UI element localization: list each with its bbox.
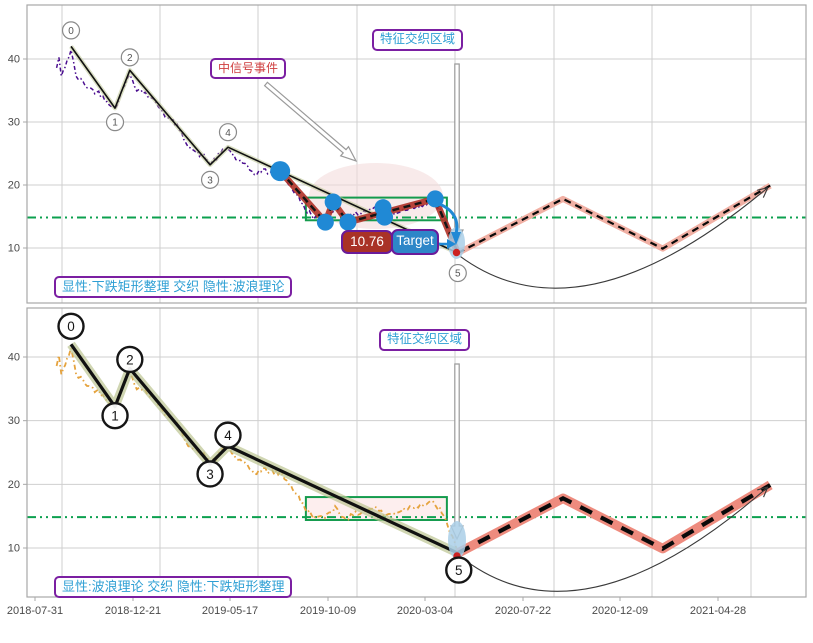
signal-dot	[376, 208, 394, 226]
signal-event-label: 中信号事件	[210, 58, 287, 79]
target-curve-arrowhead	[451, 232, 461, 245]
wave-number-text: 5	[455, 563, 463, 578]
wave-number-circle	[120, 48, 139, 67]
forecast-line	[457, 184, 771, 254]
wave-trend-halo	[67, 341, 460, 558]
arrow-head	[757, 486, 768, 491]
wave-number-circle	[57, 312, 85, 340]
wave-number-text: 0	[68, 26, 74, 37]
feature-region-label-bottom: 特征交织区域	[379, 329, 471, 351]
bottom-panel: 0 1 2 3 4 5 10 20 30 40	[8, 307, 807, 598]
wave-trend-line	[69, 343, 459, 555]
y-tick-label: 20	[8, 180, 20, 192]
y-tick-label: 30	[8, 415, 20, 427]
y-tick-label: 10	[8, 543, 20, 555]
target-point-dot	[452, 248, 461, 257]
wave-number-text: 4	[224, 428, 232, 443]
wave-trend-line	[70, 45, 459, 254]
arrow-head	[757, 187, 768, 191]
wave-number-text: 2	[127, 53, 133, 64]
x-tick-label: 2018-12-21	[105, 605, 161, 617]
wave-number-circle	[105, 113, 125, 132]
target-label-badge: Target	[391, 229, 439, 255]
y-tick-label: 20	[8, 479, 20, 491]
wave-number-circle	[200, 170, 220, 189]
projection-arc	[459, 486, 769, 592]
wave-number-circle	[101, 401, 129, 430]
y-tick-label: 10	[8, 243, 20, 255]
wave-number-text: 2	[126, 352, 134, 367]
wave-number-text: 3	[207, 175, 213, 186]
arrow-head	[763, 486, 769, 498]
x-tick-label: 2020-12-09	[592, 605, 648, 617]
wave-number-text: 4	[225, 128, 231, 139]
x-tick-label: 2020-03-04	[397, 605, 453, 617]
wave-number-text: 3	[206, 467, 214, 482]
bottom-panel-caption: 显性:波浪理论 交织 隐性:下跌矩形整理	[54, 576, 293, 599]
callout-arrow	[450, 363, 464, 541]
x-tick-label: 2020-07-22	[495, 605, 551, 617]
top-panel-caption: 显性:下跌矩形整理 交织 隐性:波浪理论	[54, 276, 293, 299]
wave-number-circle	[116, 345, 144, 374]
y-tick-label: 40	[8, 352, 20, 364]
signal-dot	[270, 161, 291, 182]
target-price-badge: 10.76	[341, 230, 393, 254]
wave-number-text: 1	[112, 118, 118, 129]
callout-arrow	[263, 81, 358, 163]
wave-number-text: 1	[111, 409, 119, 424]
signal-dot	[339, 213, 357, 231]
wave-number-circle	[196, 460, 224, 488]
signal-dot	[316, 213, 334, 231]
x-tick-label: 2018-07-31	[7, 605, 63, 617]
panel-border	[26, 4, 807, 304]
x-tick-label: 2019-10-09	[300, 605, 356, 617]
x-tick-label: 2019-05-17	[202, 605, 258, 617]
pattern-zigzag-halo	[277, 168, 461, 255]
feature-region-label-top: 特征交织区域	[372, 29, 464, 51]
wave-number-circle	[448, 263, 467, 283]
x-tick-label: 2021-04-28	[690, 605, 746, 617]
wave-number-text: 5	[455, 269, 461, 280]
x-axis: 2018-07-31 2018-12-21 2019-05-17 2019-10-09…	[7, 597, 746, 617]
target-curve-arrow	[436, 201, 459, 235]
forecast-halo	[456, 183, 772, 256]
projection-arc	[459, 187, 769, 289]
top-panel: 0 1 2 3 4 5 10 20 30 40	[8, 4, 807, 304]
arrow-head	[762, 187, 769, 198]
wave-number-circle	[218, 123, 238, 142]
panel-border	[26, 307, 807, 598]
target-zone-ellipse	[448, 521, 466, 559]
signal-dot	[324, 193, 342, 211]
y-tick-label: 30	[8, 117, 20, 129]
wave-number-text: 0	[67, 319, 75, 334]
target-badge-arrowhead	[447, 239, 456, 249]
wave-number-circle	[214, 421, 242, 449]
wave-number-circle	[445, 556, 473, 584]
wave-number-circle	[61, 21, 81, 40]
y-tick-label: 40	[8, 54, 20, 66]
forecast-halo	[455, 480, 773, 558]
